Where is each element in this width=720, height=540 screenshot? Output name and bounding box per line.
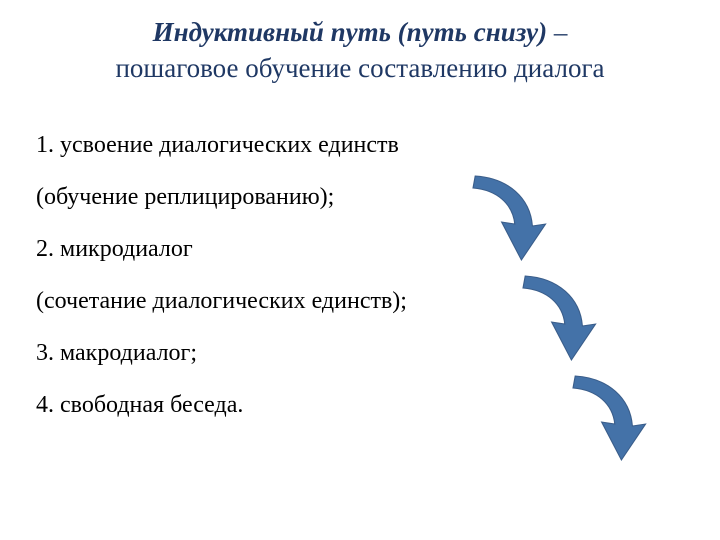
arrow-path bbox=[473, 176, 546, 260]
arrow-path bbox=[573, 376, 646, 460]
title-subtitle: пошаговое обучение составлению диалога bbox=[115, 53, 604, 83]
arrow-path bbox=[523, 276, 596, 360]
curved-arrow-icon bbox=[490, 268, 600, 368]
slide: Индуктивный путь (путь снизу) – пошагово… bbox=[0, 0, 720, 540]
list-item: 2. микродиалог bbox=[36, 234, 680, 264]
list-item: 1. усвоение диалогических единств bbox=[36, 130, 680, 160]
title-main: Индуктивный путь (путь снизу) bbox=[153, 17, 547, 47]
curved-arrow-icon bbox=[440, 168, 550, 268]
curved-arrow-icon bbox=[540, 368, 650, 468]
title-dash: – bbox=[547, 17, 567, 47]
list-item: (обучение реплицированию); bbox=[36, 182, 680, 212]
title-block: Индуктивный путь (путь снизу) – пошагово… bbox=[0, 14, 720, 87]
